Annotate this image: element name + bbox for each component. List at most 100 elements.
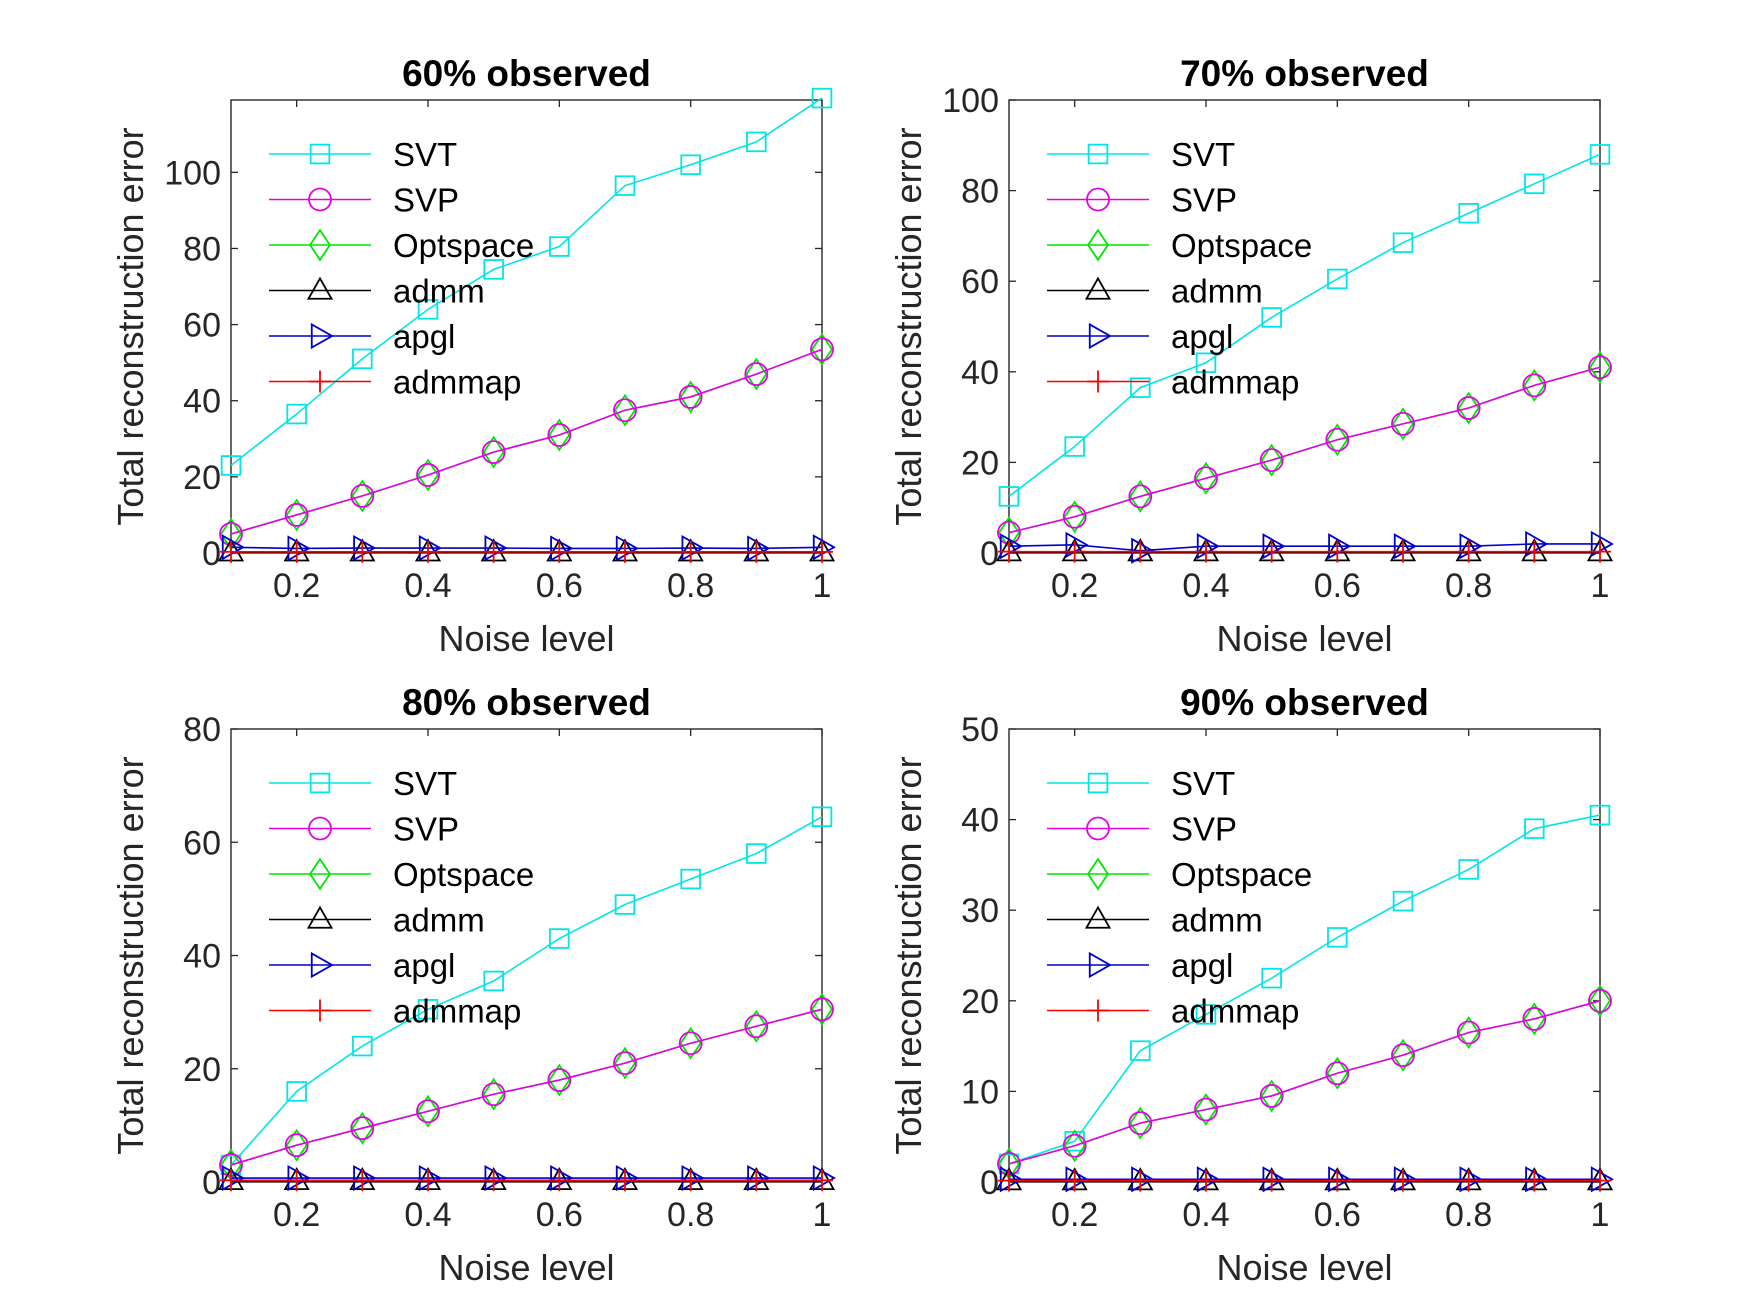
data-point	[811, 992, 833, 1026]
data-point	[1326, 1056, 1349, 1090]
legend-item: SVT	[1047, 765, 1235, 802]
data-point	[613, 1051, 637, 1075]
data-point	[1456, 396, 1481, 420]
data-point	[287, 535, 311, 562]
series-line	[1008, 153, 1601, 498]
x-tick-label: 0.4	[404, 567, 451, 605]
y-tick-label: 40	[961, 802, 999, 840]
data-point	[1128, 484, 1153, 509]
data-point	[744, 1014, 769, 1039]
y-tick-label: 20	[961, 983, 999, 1021]
legend-marker	[309, 772, 331, 794]
x-tick-label: 0.4	[1182, 1196, 1229, 1234]
data-point	[811, 1169, 833, 1192]
data-point	[1129, 1169, 1152, 1192]
y-tick-label: 0	[980, 1164, 999, 1202]
x-tick-label: 0.8	[1445, 1196, 1492, 1234]
y-axis-label: Total reconstruction error	[888, 127, 929, 525]
data-point	[418, 1164, 442, 1192]
data-point	[679, 1026, 702, 1060]
legend-label: apgl	[1171, 318, 1233, 355]
data-point	[745, 1009, 768, 1043]
legend-marker	[1088, 322, 1112, 350]
series-svt	[220, 87, 833, 476]
data-point	[1131, 537, 1155, 564]
data-point	[1260, 540, 1283, 563]
data-point	[1326, 540, 1349, 563]
legend-marker	[308, 816, 332, 841]
data-point	[1589, 350, 1611, 384]
data-point	[1590, 1166, 1614, 1193]
data-point	[810, 337, 834, 362]
legend-marker	[1086, 187, 1110, 212]
data-point	[614, 1169, 636, 1192]
legend: SVT SVP Optspace admm apgl admmap	[1047, 765, 1312, 1030]
data-point	[1589, 1169, 1611, 1192]
data-point	[417, 540, 439, 563]
data-point	[1065, 1166, 1089, 1193]
data-point	[1392, 232, 1414, 253]
data-point	[221, 534, 245, 561]
x-tick-label: 1	[813, 567, 832, 605]
data-point	[1195, 1093, 1217, 1126]
data-point	[1128, 1111, 1153, 1136]
y-tick-label: 20	[961, 444, 999, 482]
series-line	[230, 97, 823, 467]
series-line	[230, 1008, 823, 1166]
data-point	[998, 540, 1020, 563]
legend-marker	[1087, 143, 1109, 165]
data-point	[285, 540, 308, 563]
y-tick-label: 0	[980, 535, 999, 573]
x-tick-label: 0.8	[667, 1196, 714, 1234]
data-point	[1392, 540, 1414, 563]
data-point	[286, 403, 307, 425]
data-point	[549, 928, 570, 949]
data-point	[681, 1164, 705, 1192]
series-apgl	[221, 1164, 836, 1192]
data-point	[812, 1164, 836, 1192]
data-point	[481, 440, 506, 465]
plot-area	[230, 99, 823, 554]
data-point	[1325, 1061, 1350, 1086]
data-point	[614, 540, 636, 563]
data-point	[1325, 427, 1350, 452]
series-apgl	[221, 534, 836, 562]
data-point	[1062, 1133, 1087, 1158]
data-point	[484, 1164, 508, 1192]
legend-marker	[1084, 276, 1112, 300]
legend-item: SVP	[1047, 811, 1237, 848]
y-tick-label: 0	[202, 1164, 221, 1202]
data-point	[550, 1164, 574, 1192]
data-point	[746, 843, 767, 864]
y-tick-label: 20	[183, 1051, 221, 1089]
data-point	[1063, 1169, 1086, 1192]
legend-label: admmap	[393, 993, 521, 1030]
legend-item: Optspace	[269, 227, 534, 264]
data-point	[482, 435, 505, 469]
data-point	[1065, 531, 1089, 558]
data-point	[1456, 1020, 1481, 1045]
series-apgl	[999, 1166, 1614, 1193]
y-tick-label: 80	[183, 711, 221, 749]
legend-label: admmap	[1171, 993, 1299, 1030]
data-point	[1129, 1106, 1152, 1140]
data-point	[1392, 1038, 1414, 1072]
series-line	[230, 816, 823, 1166]
legend-item: Optspace	[1047, 856, 1312, 893]
data-point	[678, 1031, 703, 1056]
data-point	[285, 498, 308, 532]
data-point	[812, 534, 836, 561]
legend-marker	[1087, 228, 1109, 262]
y-tick-label: 100	[164, 154, 221, 192]
data-point	[1457, 1169, 1480, 1192]
y-axis-label: Total reconstruction error	[110, 127, 151, 525]
legend-label: SVP	[1171, 182, 1237, 219]
series-line	[1008, 366, 1601, 534]
data-point	[483, 970, 504, 992]
series-admmap	[220, 1169, 833, 1192]
data-point	[1261, 307, 1282, 328]
legend-item: Optspace	[269, 856, 534, 893]
data-point	[1194, 466, 1218, 491]
data-point	[1522, 373, 1547, 398]
